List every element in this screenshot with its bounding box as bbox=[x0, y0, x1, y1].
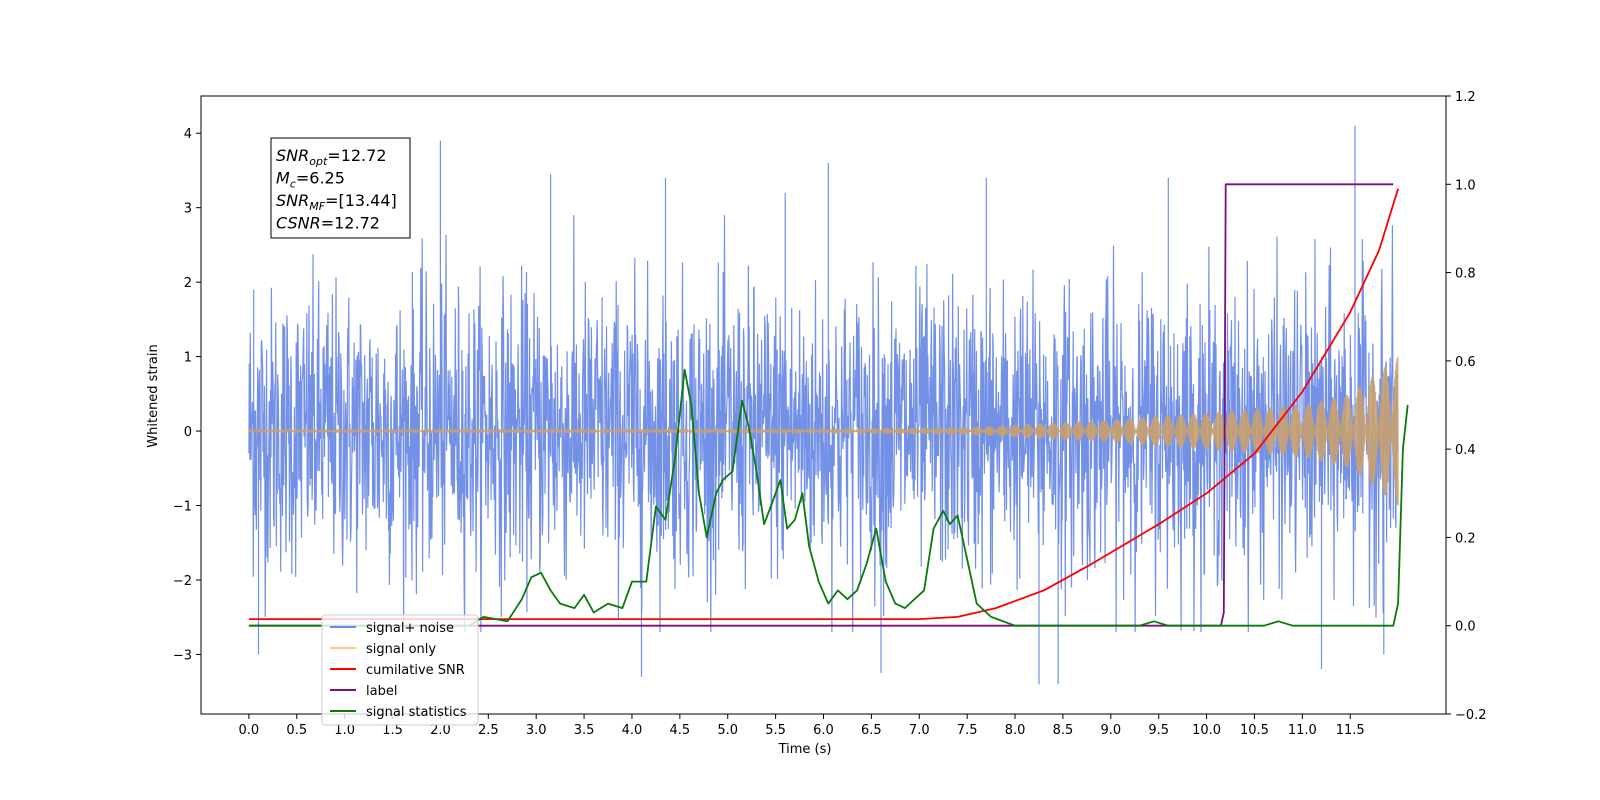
annotation-line: Mc=6.25 bbox=[276, 169, 345, 191]
y-tick-label: −1 bbox=[173, 500, 192, 515]
y-axis-label: Whitened strain bbox=[146, 344, 161, 447]
x-tick-label: 10.0 bbox=[1192, 723, 1221, 738]
signal-noise-line bbox=[248, 125, 1399, 685]
right-y-tick-label: 1.0 bbox=[1455, 178, 1476, 193]
cumulative-snr-line bbox=[248, 188, 1399, 620]
x-tick-label: 9.0 bbox=[1100, 723, 1121, 738]
x-tick-label: 8.5 bbox=[1053, 723, 1074, 738]
annotation-line: SNRopt=12.72 bbox=[276, 146, 387, 168]
right-y-tick-label: 1.2 bbox=[1455, 90, 1476, 105]
y-tick-label: 0 bbox=[184, 425, 192, 440]
right-y-tick-label: 0.4 bbox=[1455, 443, 1476, 458]
x-tick-label: 1.0 bbox=[334, 723, 355, 738]
signal-only-line bbox=[248, 356, 1399, 506]
legend-label: signal statistics bbox=[366, 705, 467, 720]
x-tick-label: 11.0 bbox=[1288, 723, 1317, 738]
x-tick-label: 4.5 bbox=[670, 723, 691, 738]
y-tick-label: 1 bbox=[184, 351, 192, 366]
x-axis-label: Time (s) bbox=[778, 742, 832, 757]
signal-statistics-line bbox=[248, 368, 1409, 627]
right-y-tick-label: −0.2 bbox=[1455, 708, 1487, 723]
x-tick-label: 0.0 bbox=[239, 723, 260, 738]
legend-label: signal+ noise bbox=[366, 621, 454, 636]
y-tick-label: 2 bbox=[184, 276, 192, 291]
x-tick-label: 7.5 bbox=[957, 723, 978, 738]
y-tick-label: 3 bbox=[184, 202, 192, 217]
annotation-frame bbox=[270, 137, 411, 239]
label-line bbox=[248, 183, 1394, 627]
x-tick-label: 0.5 bbox=[286, 723, 307, 738]
x-tick-label: 10.5 bbox=[1240, 723, 1269, 738]
y-tick-label: 4 bbox=[184, 127, 192, 142]
right-y-tick-label: 0.6 bbox=[1455, 355, 1476, 370]
x-tick-label: 5.0 bbox=[717, 723, 738, 738]
plot-area bbox=[248, 125, 1409, 685]
x-tick-label: 8.0 bbox=[1005, 723, 1026, 738]
legend: signal+ noise signal only cumilative SNR la… bbox=[321, 614, 479, 726]
right-y-tick-label: 0.2 bbox=[1455, 531, 1476, 546]
annotation-line: CSNR=12.72 bbox=[276, 214, 380, 233]
legend-label: signal only bbox=[366, 642, 436, 657]
x-tick-label: 7.0 bbox=[909, 723, 930, 738]
legend-label: label bbox=[366, 684, 397, 699]
x-tick-label: 4.0 bbox=[622, 723, 643, 738]
left-y-axis-ticks: 4 3 2 1 0 −1 −2 −3 bbox=[173, 127, 201, 663]
x-tick-label: 2.5 bbox=[478, 723, 499, 738]
x-tick-label: 9.5 bbox=[1148, 723, 1169, 738]
x-axis-ticks: 0.0 0.5 1.0 1.5 2.0 2.5 3.0 3.5 4.0 4.5 5.0 5.5 6.0 6… bbox=[239, 714, 1365, 738]
x-tick-label: 2.0 bbox=[430, 723, 451, 738]
right-y-tick-label: 0.8 bbox=[1455, 267, 1476, 282]
x-tick-label: 11.5 bbox=[1336, 723, 1365, 738]
snr-annotation-box: SNRopt=12.72Mc=6.25SNRMF=[13.44]CSNR=12.… bbox=[270, 137, 411, 239]
x-tick-label: 3.5 bbox=[574, 723, 595, 738]
x-tick-label: 5.5 bbox=[765, 723, 786, 738]
right-y-tick-label: 0.0 bbox=[1455, 620, 1476, 635]
legend-label: cumilative SNR bbox=[366, 663, 465, 678]
y-tick-label: −3 bbox=[173, 648, 192, 663]
annotation-line: SNRMF=[13.44] bbox=[276, 191, 397, 213]
x-tick-label: 6.0 bbox=[813, 723, 834, 738]
right-y-axis-ticks: 1.2 1.0 0.8 0.6 0.4 0.2 0.0 −0.2 bbox=[1446, 90, 1487, 723]
x-tick-label: 1.5 bbox=[382, 723, 403, 738]
legend-frame bbox=[321, 614, 479, 726]
x-tick-label: 3.0 bbox=[526, 723, 547, 738]
y-tick-label: −2 bbox=[173, 574, 192, 589]
x-tick-label: 6.5 bbox=[861, 723, 882, 738]
